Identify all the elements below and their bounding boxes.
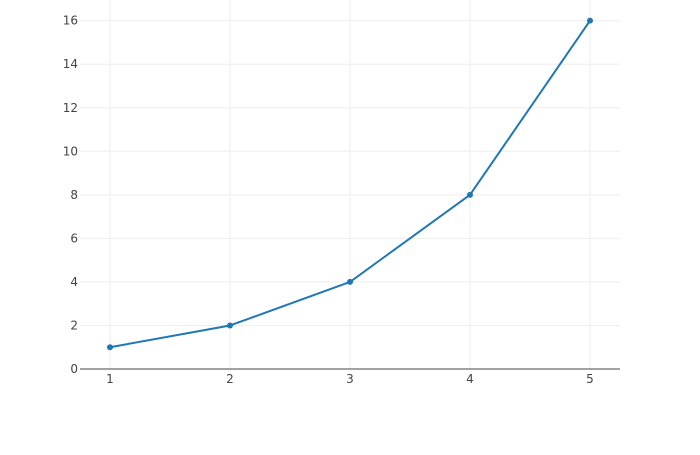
x-tick-label: 3 <box>346 372 354 386</box>
y-tick-label: 12 <box>63 101 78 115</box>
y-tick-label: 14 <box>63 57 78 71</box>
x-tick-label: 5 <box>586 372 594 386</box>
y-tick-label: 16 <box>63 14 78 28</box>
x-tick-label: 4 <box>466 372 474 386</box>
data-point <box>107 344 113 351</box>
x-tick-label: 2 <box>226 372 234 386</box>
x-tick-label: 1 <box>106 372 114 386</box>
y-tick-label: 10 <box>63 144 78 158</box>
y-tick-label: 6 <box>70 231 78 245</box>
y-tick-label: 0 <box>70 362 78 376</box>
y-tick-label: 8 <box>70 188 78 202</box>
y-tick-label: 2 <box>70 318 78 332</box>
y-tick-label: 4 <box>70 275 78 289</box>
data-point <box>227 322 233 329</box>
data-point <box>587 17 593 24</box>
data-point <box>467 191 473 198</box>
data-point <box>347 278 353 285</box>
